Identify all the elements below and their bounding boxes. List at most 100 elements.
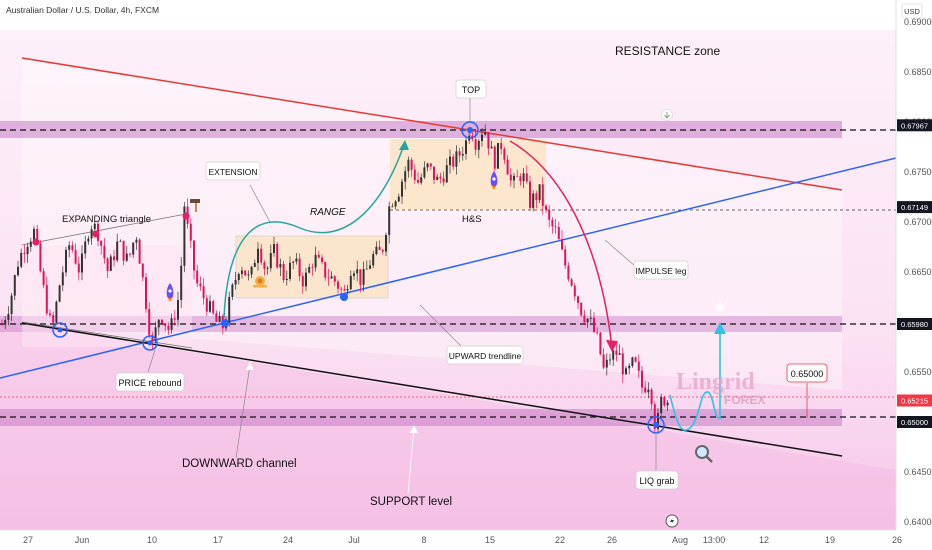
- time-tick-label: 10: [147, 535, 157, 545]
- candle-body: [135, 239, 138, 243]
- price-tag-label: 0.67149: [901, 203, 928, 212]
- candle-body: [365, 268, 368, 270]
- candle-body: [74, 250, 77, 264]
- candle-body: [564, 249, 567, 266]
- trendline-touch-1: [221, 319, 229, 327]
- candle-body: [58, 285, 61, 302]
- downward-channel-line[interactable]: [21, 322, 843, 457]
- price-axis[interactable]: [896, 0, 932, 550]
- candle-body: [461, 153, 464, 156]
- impulse-leader: [604, 239, 636, 267]
- resistance-trendline[interactable]: [21, 57, 843, 191]
- candle-body: [381, 249, 384, 252]
- candle-body: [180, 265, 183, 301]
- time-tick-label: Jul: [348, 535, 360, 545]
- time-axis[interactable]: [0, 530, 932, 550]
- star-icon: [714, 301, 726, 313]
- watermark-brand: Lingrid: [676, 369, 755, 395]
- candle-body: [519, 176, 522, 182]
- price-tag-label: 0.65215: [901, 397, 928, 406]
- candle-body: [423, 167, 426, 178]
- candle-body: [263, 262, 266, 269]
- candle-body: [503, 148, 506, 160]
- candle-body: [45, 285, 48, 314]
- candle-body: [90, 229, 93, 239]
- candle-body: [4, 320, 7, 325]
- candle-body: [609, 359, 611, 361]
- candle-body: [497, 143, 499, 169]
- candle-body: [353, 273, 355, 276]
- candle-body: [525, 173, 528, 182]
- candle-body: [289, 262, 291, 279]
- candle-body: [257, 248, 259, 263]
- price-tag-bg: [897, 394, 932, 407]
- candle-body: [170, 318, 173, 330]
- callout-top: TOP: [455, 79, 487, 99]
- candle-body: [663, 396, 666, 406]
- candle-body: [260, 248, 263, 263]
- candle-body: [36, 228, 39, 244]
- candle-body: [13, 275, 16, 296]
- candle-body: [506, 159, 509, 175]
- candle-body: [583, 315, 586, 323]
- lightning-icon[interactable]: [665, 514, 679, 528]
- candle-body: [247, 274, 250, 276]
- triangle-lower-line: [21, 321, 193, 349]
- time-tick-label: 26: [892, 535, 902, 545]
- candle-body: [93, 223, 96, 230]
- candle-body: [369, 265, 371, 269]
- candle-body: [637, 361, 640, 371]
- candle-body: [164, 323, 167, 326]
- candle-body: [205, 298, 208, 312]
- candle-body: [167, 325, 170, 330]
- candle-body: [253, 262, 256, 267]
- candle-body: [116, 241, 119, 261]
- triangle-pivot-1: [32, 238, 40, 246]
- candle-body: [657, 413, 659, 429]
- candle-body: [145, 277, 147, 310]
- candle-body: [81, 253, 83, 273]
- time-tick-label: 24: [283, 535, 293, 545]
- candle-body: [445, 165, 448, 183]
- time-tick-label: Aug: [672, 535, 688, 545]
- price-tag-label: 0.65000: [901, 418, 928, 427]
- time-tick-label: 22: [555, 535, 565, 545]
- triangle-upper-line: [21, 213, 187, 246]
- candle-body: [305, 272, 307, 287]
- candle-body: [577, 296, 579, 303]
- price-tags: 0.67967 0.67149 0.65980 0.65215 0.65000: [897, 119, 932, 428]
- label-impulse-leg: IMPULSE leg: [635, 266, 686, 276]
- time-tick-label: 27: [23, 535, 33, 545]
- candle-body: [372, 254, 375, 266]
- candle-body: [509, 174, 512, 181]
- time-tick-label: 13:00: [703, 535, 726, 545]
- extension-arrowhead: [399, 140, 409, 150]
- candle-body: [193, 240, 195, 271]
- candle-body: [212, 301, 215, 314]
- label-liq-grab: LIQ grab: [639, 476, 674, 486]
- price-tag-label: 0.65980: [901, 320, 928, 329]
- candle-body: [375, 246, 378, 255]
- price-tag-bg: [897, 318, 932, 330]
- currency-badge[interactable]: [901, 3, 923, 19]
- support-leader: [407, 427, 415, 495]
- candle-body: [452, 156, 455, 167]
- candle-body: [177, 300, 179, 320]
- candle-body: [442, 178, 445, 183]
- candle-body: [356, 269, 359, 274]
- callout-impulse: IMPULSE leg: [633, 260, 689, 280]
- candle-body: [276, 243, 279, 268]
- candle-body: [634, 357, 637, 362]
- price-tag-bg: [897, 119, 932, 132]
- candle-body: [218, 315, 221, 322]
- extension-curve: [223, 141, 406, 319]
- candle-body: [557, 226, 560, 240]
- candle-body: [39, 243, 42, 272]
- candle-body: [337, 281, 339, 289]
